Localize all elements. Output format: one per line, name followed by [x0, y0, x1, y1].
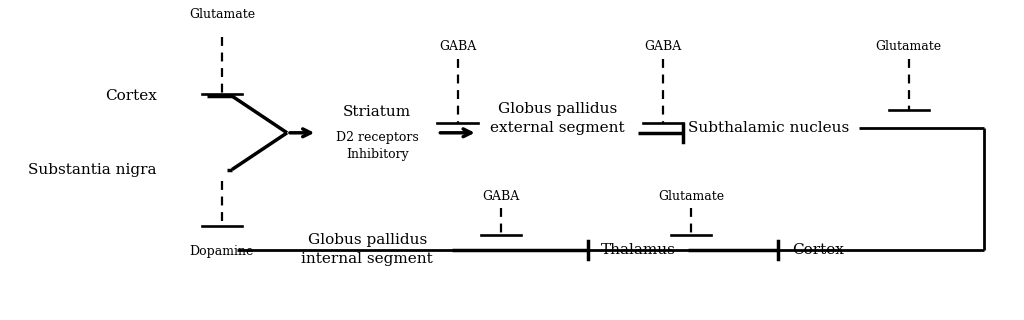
Text: Thalamus: Thalamus [600, 243, 676, 257]
Text: Globus pallidus
internal segment: Globus pallidus internal segment [301, 233, 433, 266]
Text: D2 receptors
Inhibitory: D2 receptors Inhibitory [336, 131, 419, 161]
Text: Glutamate: Glutamate [658, 190, 724, 203]
Text: Striatum: Striatum [343, 105, 412, 119]
Text: Cortex: Cortex [793, 243, 845, 257]
Text: Glutamate: Glutamate [876, 40, 942, 53]
Text: GABA: GABA [644, 40, 682, 53]
Text: Subthalamic nucleus: Subthalamic nucleus [688, 121, 849, 135]
Text: Globus pallidus
external segment: Globus pallidus external segment [490, 102, 625, 135]
Text: GABA: GABA [482, 190, 519, 203]
Text: Glutamate: Glutamate [188, 8, 255, 21]
Text: Substantia nigra: Substantia nigra [29, 163, 157, 177]
Text: GABA: GABA [439, 40, 476, 53]
Text: Dopamine: Dopamine [189, 245, 254, 258]
Text: Cortex: Cortex [104, 89, 157, 103]
